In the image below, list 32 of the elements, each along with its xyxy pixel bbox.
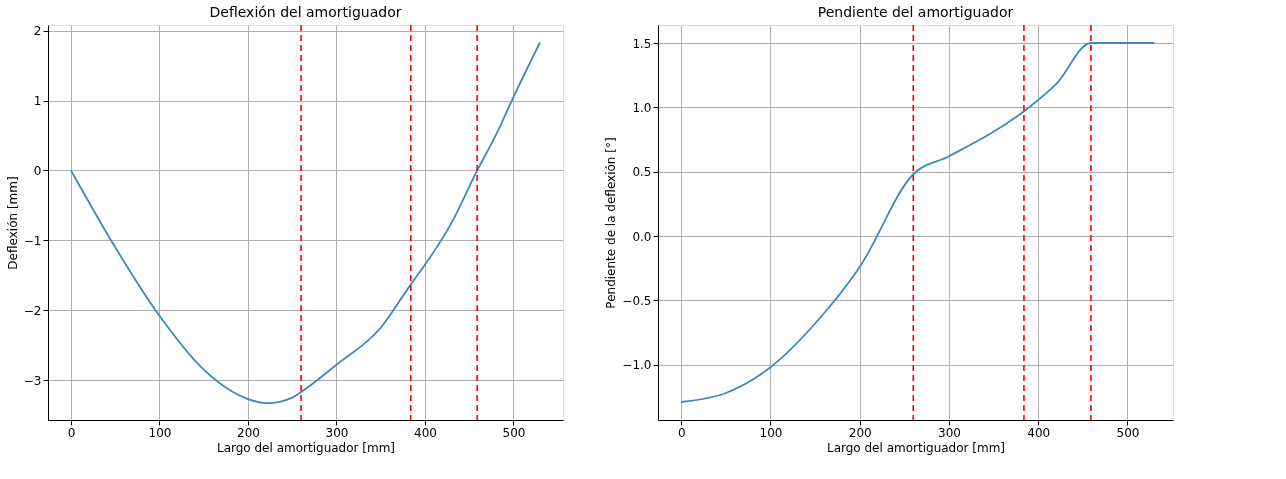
x-tick-label: 200	[237, 425, 260, 440]
y-tick-label: −3	[23, 373, 42, 388]
x-tick-label: 300	[938, 425, 961, 440]
y-tick-label: 2	[33, 24, 42, 39]
x-tick-label: 100	[759, 425, 783, 440]
x-tick-label: 500	[1116, 425, 1140, 440]
y-tick-label: −0.5	[622, 293, 652, 308]
y-tick-label: 1.0	[632, 100, 652, 115]
y-tick-label: −2	[23, 303, 42, 318]
y-tick-label: 1.5	[632, 36, 652, 51]
x-tick-label: 400	[1027, 425, 1051, 440]
chart-title: Deflexión del amortiguador	[209, 4, 402, 21]
chart-title: Pendiente del amortiguador	[817, 4, 1014, 21]
x-tick-label: 100	[148, 425, 172, 440]
y-tick-label: −1.0	[622, 358, 652, 373]
y-tick-label: 0.5	[632, 165, 652, 180]
x-tick-label: 200	[848, 425, 872, 440]
line-series	[680, 42, 1156, 403]
y-tick-label: −1	[23, 233, 42, 248]
x-axis-title: Largo del amortiguador [mm]	[216, 440, 396, 455]
y-tick-label: 0.0	[632, 229, 652, 244]
x-tick-label: 0	[677, 425, 686, 440]
x-tick-label: 300	[325, 425, 349, 440]
line-series	[70, 41, 541, 405]
x-tick-label: 0	[67, 425, 76, 440]
y-tick-label: 0	[33, 163, 42, 178]
y-tick-label: 1	[33, 94, 42, 108]
x-axis-title: Largo del amortiguador [mm]	[826, 440, 1006, 455]
x-tick-label: 500	[502, 425, 526, 440]
y-axis-title: Pendiente de la deflexión [°]	[604, 137, 619, 309]
y-axis-title: Deflexión [mm]	[5, 176, 20, 270]
x-tick-label: 400	[414, 425, 437, 440]
